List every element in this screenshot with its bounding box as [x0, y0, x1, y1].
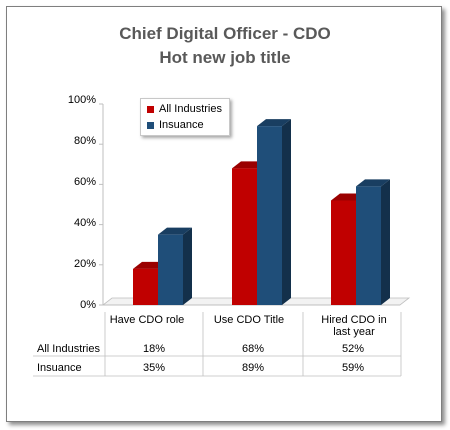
table-series-label: Insuance	[37, 362, 82, 374]
bar-side	[183, 227, 192, 305]
table-value: 18%	[142, 343, 166, 355]
y-tick-label: 20%	[73, 258, 96, 270]
legend-swatch	[147, 105, 154, 113]
legend-swatch	[147, 121, 154, 129]
x-category-label: last year	[333, 326, 375, 338]
bar	[356, 186, 381, 305]
x-category-label: Hired CDO in	[321, 314, 387, 326]
bar-side	[282, 119, 291, 305]
bar	[331, 200, 356, 305]
bar	[133, 268, 158, 305]
x-category-label: Use CDO Title	[213, 314, 285, 326]
bar	[257, 126, 282, 305]
bar-top	[356, 179, 390, 187]
bar	[232, 168, 257, 305]
bar	[158, 234, 183, 305]
legend-item: Insuance	[147, 119, 204, 131]
chart-title: Chief Digital Officer - CDO	[119, 24, 331, 43]
y-tick-label: 0%	[80, 299, 96, 311]
bar-side	[381, 179, 390, 305]
table-value: 89%	[241, 362, 265, 374]
x-category-label: Have CDO role	[109, 314, 185, 326]
bar-top	[158, 227, 192, 235]
legend-label: Insuance	[159, 119, 204, 131]
legend-item: All Industries	[147, 103, 222, 115]
table-value: 52%	[341, 343, 365, 355]
chart-legend: All Industries Insuance	[140, 98, 230, 136]
y-tick-label: 100%	[67, 94, 96, 106]
table-series-label: All Industries	[37, 343, 100, 355]
chart-subtitle: Hot new job title	[159, 48, 291, 67]
table-value: 68%	[241, 343, 265, 355]
legend-label: All Industries	[159, 103, 222, 115]
y-tick-label: 60%	[73, 176, 96, 188]
table-value: 35%	[142, 362, 166, 374]
y-tick-label: 80%	[73, 135, 96, 147]
y-tick-label: 40%	[73, 217, 96, 229]
table-value: 59%	[341, 362, 365, 374]
bar-top	[257, 119, 291, 127]
